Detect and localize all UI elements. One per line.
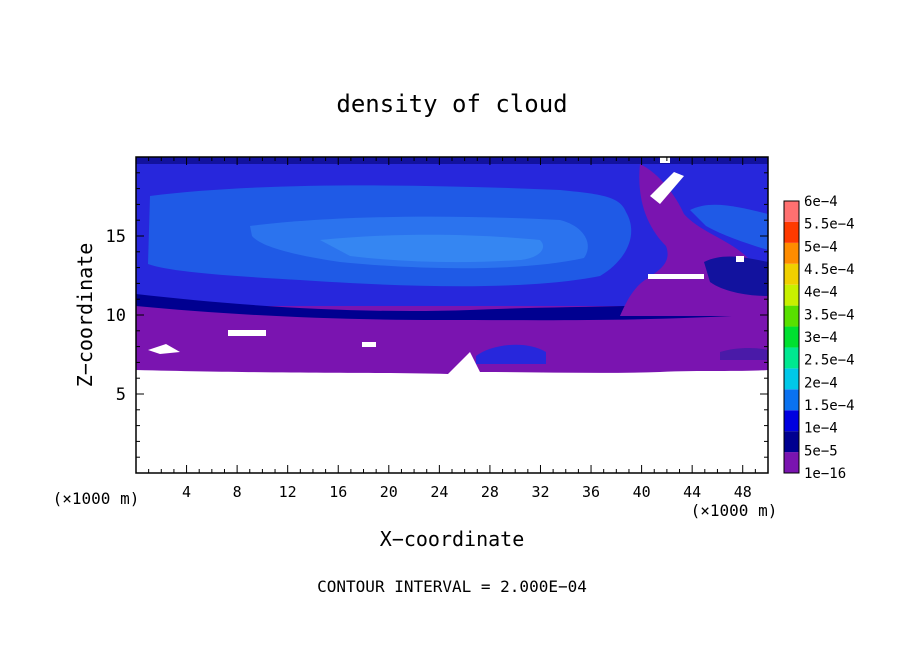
colorbar-label: 5.5e−4 (804, 217, 855, 233)
contour-field (136, 157, 768, 473)
colorbar-swatch (784, 284, 799, 306)
colorbar-label: 4e−4 (804, 285, 838, 301)
x-tick-label: 32 (531, 483, 549, 501)
x-tick-label: 28 (481, 483, 499, 501)
contour-interval-footer: CONTOUR INTERVAL = 2.000E−04 (317, 577, 587, 596)
colorbar-swatch (784, 263, 799, 285)
y-tick-label: 10 (106, 306, 126, 326)
colorbar-label: 1e−16 (804, 466, 846, 482)
x-unit-right: (×1000 m) (691, 501, 778, 520)
colorbar-swatch (784, 452, 799, 473)
colorbar-swatch (784, 305, 799, 327)
colorbar-label: 3.5e−4 (804, 307, 855, 323)
colorbar-label: 2.5e−4 (804, 353, 855, 369)
y-tick-label: 5 (116, 385, 126, 405)
x-tick-label: 4 (182, 483, 191, 501)
colorbar-swatch (784, 389, 799, 411)
colorbar-swatch (784, 368, 799, 390)
colorbar-label: 3e−4 (804, 330, 838, 346)
colorbar-swatch (784, 431, 799, 453)
colorbar-swatch (784, 221, 799, 243)
colorbar-swatch (784, 347, 799, 369)
x-tick-label: 20 (380, 483, 398, 501)
colorbar-label: 1.5e−4 (804, 398, 855, 414)
x-unit-left: (×1000 m) (53, 489, 140, 508)
x-tick-label: 16 (329, 483, 347, 501)
y-axis-label: Z−coordinate (73, 243, 97, 388)
x-tick-label: 40 (633, 483, 651, 501)
colorbar-swatch (784, 201, 799, 222)
x-tick-label: 44 (683, 483, 701, 501)
y-axis-tick-labels: 5 10 15 (106, 227, 126, 405)
colorbar-label: 5e−5 (804, 443, 838, 459)
colorbar-label: 2e−4 (804, 375, 838, 391)
y-tick-label: 15 (106, 227, 126, 247)
x-tick-label: 24 (430, 483, 448, 501)
x-tick-label: 8 (233, 483, 242, 501)
colorbar-label: 1e−4 (804, 421, 838, 437)
y-axis-ticks (136, 172, 768, 458)
colorbar-swatch (784, 410, 799, 432)
x-tick-label: 36 (582, 483, 600, 501)
colorbar: 1e−16 5e−5 1e−4 1.5e−4 2e−4 2.5e−4 3e−4 3.5e−4 4… (783, 194, 855, 482)
x-axis-tick-labels: 4 8 12 16 20 24 28 32 36 40 44 48 (182, 483, 752, 501)
chart-title: density of cloud (336, 90, 567, 118)
colorbar-swatch (784, 326, 799, 348)
colorbar-label: 4.5e−4 (804, 262, 855, 278)
colorbar-frame (783, 200, 800, 474)
colorbar-label: 6e−4 (804, 194, 838, 210)
colorbar-label: 5e−4 (804, 239, 838, 255)
x-tick-label: 48 (734, 483, 752, 501)
x-axis-ticks (148, 157, 756, 473)
colorbar-swatch (784, 242, 799, 264)
x-tick-label: 12 (279, 483, 297, 501)
x-axis-label: X−coordinate (380, 527, 525, 551)
